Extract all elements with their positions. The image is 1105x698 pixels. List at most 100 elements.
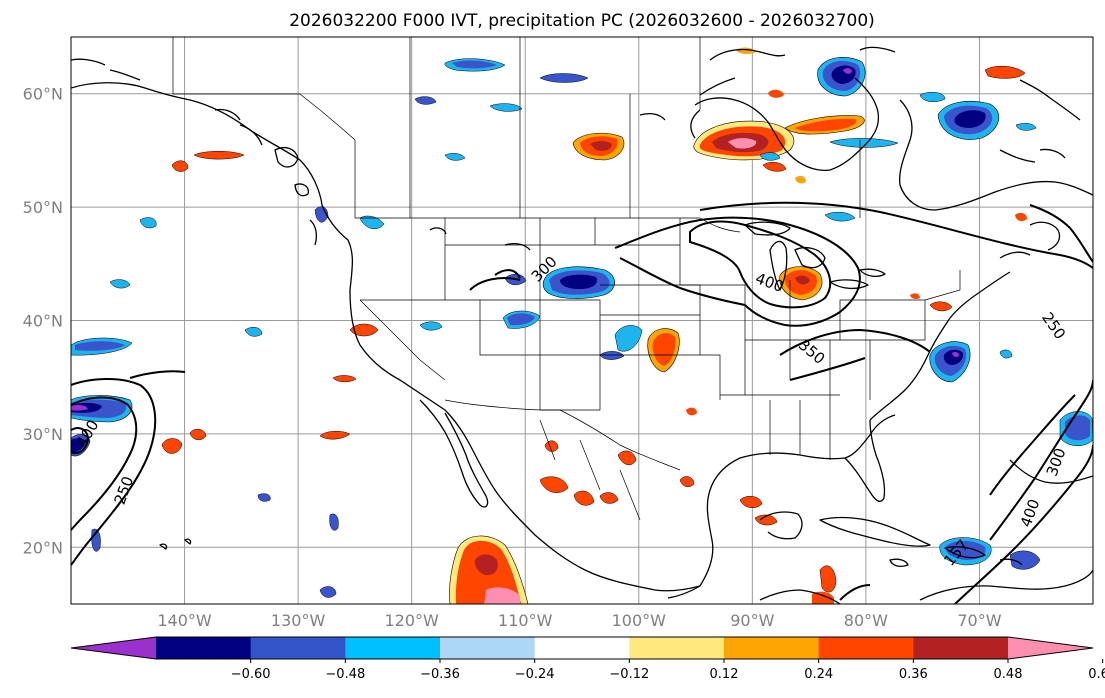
lon-label: 80°W: [844, 611, 888, 630]
negative-anomaly-region: [71, 405, 88, 411]
negative-anomaly-region: [1009, 550, 1041, 570]
colorbar-tick-label: −0.24: [515, 667, 555, 682]
negative-anomaly-region: [419, 321, 443, 331]
positive-anomaly-region: [484, 587, 520, 604]
lon-label: 100°W: [612, 611, 667, 630]
colorbar-segment: [440, 637, 536, 659]
positive-anomaly-region: [739, 496, 763, 508]
colorbar-extend-low: [71, 637, 156, 659]
colorbar-tick-label: −0.48: [325, 667, 365, 682]
lon-label: 130°W: [271, 611, 326, 630]
colorbar-outline: [70, 636, 1094, 660]
positive-anomaly-region: [795, 118, 857, 132]
colorbar-tick-label: 0.60: [1088, 667, 1105, 682]
negative-anomaly-region: [109, 279, 131, 289]
positive-anomaly-region: [189, 428, 207, 441]
lon-label: 70°W: [957, 611, 1001, 630]
positive-anomaly-region: [319, 431, 351, 440]
precip-pc-shading: [71, 47, 1093, 604]
longitude-labels: 140°W 130°W 120°W 110°W 100°W 90°W 80°W 70°W: [157, 611, 1001, 630]
positive-anomaly-region: [599, 492, 619, 504]
negative-anomaly-region: [319, 586, 337, 598]
map-frame: [70, 36, 1094, 605]
positive-anomaly-region: [474, 554, 498, 576]
colorbar-tick-label: 0.12: [710, 667, 739, 682]
negative-anomaly-region: [945, 540, 986, 560]
negative-anomaly-region: [560, 274, 598, 289]
positive-anomaly-region: [929, 301, 953, 312]
positive-anomaly-region: [910, 293, 920, 299]
colorbar-segment: [156, 637, 252, 659]
negative-anomaly-region: [507, 313, 535, 326]
colorbar-tick-label: 0.36: [899, 667, 928, 682]
positive-anomaly-region: [193, 151, 245, 160]
lat-label: 50°N: [23, 198, 63, 217]
lon-label: 110°W: [498, 611, 553, 630]
negative-anomaly-region: [244, 326, 263, 337]
negative-anomaly-region: [952, 352, 959, 357]
positive-anomaly-region: [652, 333, 676, 366]
positive-anomaly-region: [686, 407, 697, 416]
negative-anomaly-region: [489, 103, 523, 112]
lon-label: 140°W: [157, 611, 212, 630]
colorbar-extend-high: [1008, 637, 1093, 659]
positive-anomaly-region: [762, 161, 787, 172]
lat-label: 20°N: [23, 538, 63, 557]
positive-anomaly-region: [349, 323, 379, 337]
positive-anomaly-region: [812, 591, 834, 604]
colorbar-segment: [250, 637, 346, 659]
colorbar-segment: [534, 637, 630, 659]
colorbar-segment: [345, 637, 441, 659]
negative-anomaly-region: [414, 96, 437, 105]
negative-anomaly-region: [359, 215, 385, 230]
negative-anomaly-region: [257, 493, 271, 502]
positive-anomaly-region: [984, 65, 1026, 79]
positive-anomaly-region: [573, 490, 595, 506]
lon-label: 90°W: [730, 611, 774, 630]
colorbar-tick-label: −0.60: [231, 667, 271, 682]
colorbar-tick-label: −0.12: [609, 667, 649, 682]
negative-anomaly-region: [1065, 415, 1090, 441]
colorbar: −0.60 −0.48 −0.36 −0.24 −0.12 0.12 0.24 0.36 0.4…: [70, 636, 1105, 682]
lon-label: 120°W: [384, 611, 439, 630]
figure-title: 2026032200 F000 IVT, precipitation PC (2…: [289, 11, 875, 31]
colorbar-segment: [913, 637, 1009, 659]
negative-anomaly-region: [759, 152, 781, 161]
colorbar-segment: [818, 637, 914, 659]
negative-anomaly-region: [843, 68, 852, 74]
negative-anomaly-region: [1015, 123, 1037, 131]
positive-anomaly-region: [617, 450, 637, 466]
negative-anomaly-region: [139, 217, 157, 229]
colorbar-segment: [724, 637, 820, 659]
positive-anomaly-region: [161, 438, 183, 454]
coastlines: [71, 46, 1093, 604]
positive-anomaly-region: [539, 476, 569, 493]
negative-anomaly-region: [824, 211, 856, 222]
positive-anomaly-region: [795, 175, 806, 184]
negative-anomaly-region: [444, 153, 466, 161]
positive-anomaly-region: [590, 141, 612, 151]
lat-label: 60°N: [23, 85, 63, 104]
colorbar-tick-label: −0.36: [420, 667, 460, 682]
colorbar-tick-label: 0.24: [804, 667, 833, 682]
positive-anomaly-region: [171, 160, 189, 172]
negative-anomaly-region: [999, 349, 1013, 359]
positive-anomaly-region: [679, 476, 695, 488]
negative-anomaly-region: [329, 513, 339, 531]
positive-anomaly-region: [795, 275, 810, 285]
negative-anomaly-region: [452, 60, 497, 69]
positive-anomaly-region: [1015, 212, 1027, 222]
negative-anomaly-region: [75, 341, 125, 351]
colorbar-tick-label: 0.48: [994, 667, 1023, 682]
negative-anomaly-region: [599, 351, 625, 360]
positive-anomaly-region: [332, 375, 357, 383]
negative-anomaly-region: [829, 138, 899, 148]
positive-anomaly-region: [754, 514, 778, 526]
positive-anomaly-region: [768, 89, 784, 98]
lat-label: 30°N: [23, 425, 63, 444]
negative-anomaly-region: [954, 110, 986, 128]
latitude-labels: 20°N 30°N 40°N 50°N 60°N: [23, 85, 63, 558]
political-borders: [172, 37, 961, 521]
colorbar-segment: [629, 637, 725, 659]
